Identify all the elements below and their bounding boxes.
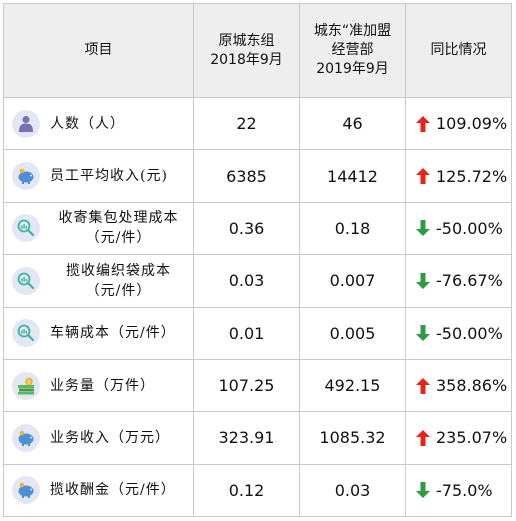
table-row: 员工平均收入(元) 6385 14412 125.72% [3, 149, 512, 203]
row-item-cell: 揽收编织袋成本 （元/件） [3, 254, 194, 308]
row-value-2018: 0.12 [193, 463, 300, 518]
row-label: 人数（人） [50, 114, 193, 134]
row-label-line2: （元/件） [85, 282, 152, 299]
row-change-value: 109.09% [436, 114, 508, 134]
comparison-table: 项目 原城东组 2018年9月 城东“准加盟 经营部 2019年9月 同比情况 … [3, 3, 512, 518]
row-item-cell: 揽收酬金（元/件） [3, 463, 194, 518]
arrow-up-icon [416, 168, 430, 185]
row-label: 业务量（万件） [50, 376, 193, 396]
arrow-up-icon [416, 429, 430, 446]
row-label-line1: 车辆成本（元/件） [50, 325, 176, 342]
row-value-2019: 0.005 [299, 306, 406, 360]
table-row: 揽收编织袋成本 （元/件） 0.03 0.007 -76.67% [3, 254, 512, 308]
table-row: 业务收入（万元） 323.91 1085.32 235.07% [3, 411, 512, 465]
row-change-value: 125.72% [436, 166, 508, 186]
row-value-2018: 0.01 [193, 306, 300, 360]
row-label-line1: 员工平均收入(元) [50, 168, 168, 185]
row-value-2019: 14412 [299, 149, 406, 203]
row-change-cell: 125.72% [405, 149, 512, 203]
row-change-cell: 235.07% [405, 411, 512, 465]
row-value-2019: 1085.32 [299, 411, 406, 465]
row-change-value: -50.00% [436, 323, 503, 343]
header-col-b: 城东“准加盟 经营部 2019年9月 [299, 3, 406, 98]
row-change-cell: -50.00% [405, 306, 512, 360]
row-label: 揽收酬金（元/件） [50, 480, 193, 500]
row-change-cell: 109.09% [405, 96, 512, 151]
row-change-value: 235.07% [436, 428, 508, 448]
row-value-2018: 0.36 [193, 201, 300, 256]
piggy-bank-icon [12, 476, 40, 505]
row-value-2019: 0.18 [299, 201, 406, 256]
row-change-value: -75.0% [436, 480, 493, 500]
row-value-2018: 107.25 [193, 358, 300, 413]
piggy-bank-icon [12, 162, 40, 191]
row-value-2018: 0.03 [193, 254, 300, 308]
row-change-cell: -76.67% [405, 254, 512, 308]
arrow-up-icon [416, 377, 430, 394]
row-label: 车辆成本（元/件） [50, 323, 193, 343]
svg-text:$: $ [27, 379, 30, 385]
row-value-2018: 323.91 [193, 411, 300, 465]
row-item-cell: $ 业务量（万件） [3, 358, 194, 413]
header-col-b-line1: 城东“准加盟 [313, 23, 392, 39]
row-change-value: 358.86% [436, 376, 508, 396]
header-change-label: 同比情况 [430, 42, 487, 58]
piggy-bank-icon [12, 423, 40, 452]
header-col-b-line2: 经营部 [331, 42, 374, 58]
row-value-2019: 0.007 [299, 254, 406, 308]
row-change-cell: -75.0% [405, 463, 512, 518]
header-col-a: 原城东组 2018年9月 [193, 3, 300, 98]
header-col-b-line3: 2019年9月 [316, 61, 389, 77]
table-row: 人数（人） 22 46 109.09% [3, 96, 512, 151]
header-item-label: 项目 [84, 42, 113, 58]
magnify-chart-icon [12, 319, 40, 348]
arrow-down-icon [416, 482, 430, 499]
row-change-cell: -50.00% [405, 201, 512, 256]
arrow-up-icon [416, 115, 430, 132]
magnify-chart-icon [12, 214, 40, 243]
arrow-down-icon [416, 272, 430, 289]
row-value-2018: 22 [193, 96, 300, 151]
row-label-line1: 揽收编织袋成本 [66, 262, 171, 279]
row-item-cell: 人数（人） [3, 96, 194, 151]
header-row: 项目 原城东组 2018年9月 城东“准加盟 经营部 2019年9月 同比情况 [3, 3, 512, 98]
row-label-line1: 人数（人） [50, 115, 125, 132]
table-row: 车辆成本（元/件） 0.01 0.005 -50.00% [3, 306, 512, 360]
row-label: 收寄集包处理成本 （元/件） [50, 208, 193, 248]
row-value-2019: 0.03 [299, 463, 406, 518]
money-stack-icon: $ [12, 371, 40, 400]
row-label-line1: 揽收酬金（元/件） [50, 482, 176, 499]
row-item-cell: 车辆成本（元/件） [3, 306, 194, 360]
header-col-a-line2: 2018年9月 [210, 51, 283, 68]
row-change-cell: 358.86% [405, 358, 512, 413]
row-value-2018: 6385 [193, 149, 300, 203]
header-col-a-line1: 原城东组 [218, 32, 275, 49]
table-row: 收寄集包处理成本 （元/件） 0.36 0.18 -50.00% [3, 201, 512, 256]
row-item-cell: 员工平均收入(元) [3, 149, 194, 203]
table-row: $ 业务量（万件） 107.25 492.15 358.86% [3, 358, 512, 413]
row-label: 业务收入（万元） [50, 428, 193, 448]
magnify-chart-icon [12, 266, 40, 295]
row-label-line1: 业务收入（万元） [50, 429, 170, 446]
row-value-2019: 46 [299, 96, 406, 151]
row-label: 揽收编织袋成本 （元/件） [50, 261, 193, 301]
arrow-down-icon [416, 325, 430, 342]
row-change-value: -76.67% [436, 271, 503, 291]
row-change-value: -50.00% [436, 218, 503, 238]
row-value-2019: 492.15 [299, 358, 406, 413]
arrow-down-icon [416, 220, 430, 237]
header-item: 项目 [3, 3, 194, 98]
header-change: 同比情况 [405, 3, 512, 98]
person-icon [12, 109, 40, 138]
row-label-line1: 业务量（万件） [50, 377, 155, 394]
row-item-cell: 收寄集包处理成本 （元/件） [3, 201, 194, 256]
table-row: 揽收酬金（元/件） 0.12 0.03 -75.0% [3, 463, 512, 518]
row-label-line1: 收寄集包处理成本 [58, 210, 179, 227]
row-label-line2: （元/件） [85, 230, 152, 247]
row-label: 员工平均收入(元) [50, 166, 193, 186]
row-item-cell: 业务收入（万元） [3, 411, 194, 465]
